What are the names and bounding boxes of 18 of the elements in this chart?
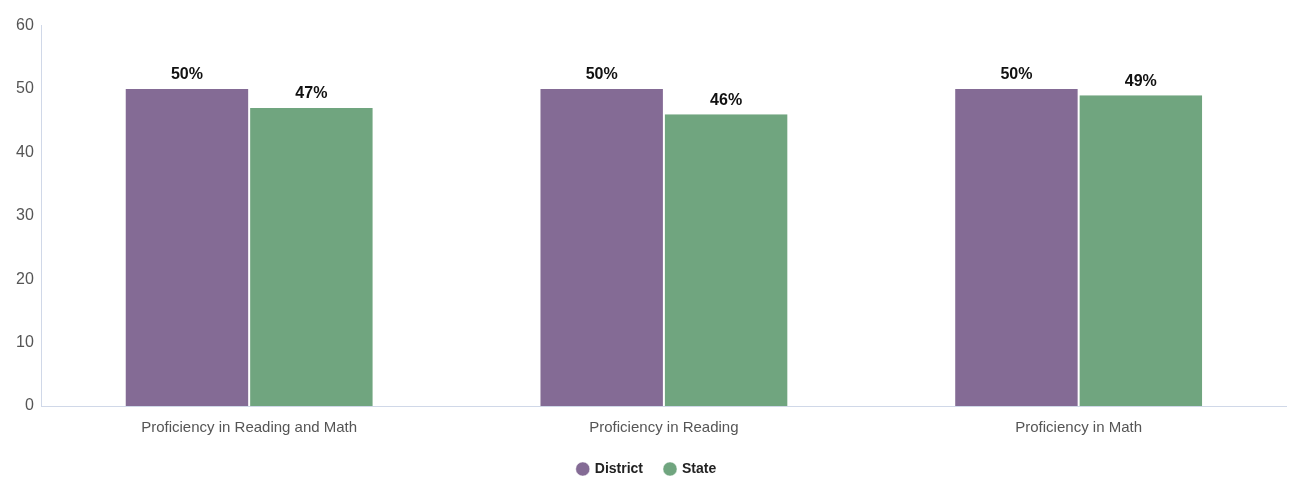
- legend-label: District: [594, 459, 644, 476]
- x-tick-label: Proficiency in Math: [1015, 418, 1142, 436]
- y-tick-label: 0: [24, 396, 34, 414]
- y-tick-label: 50: [16, 79, 34, 97]
- legend-label: State: [682, 459, 717, 476]
- data-label: 46%: [710, 90, 743, 108]
- x-tick-label: Proficiency in Reading: [589, 418, 739, 436]
- x-tick-label: Proficiency in Reading and Math: [141, 418, 358, 436]
- data-label: 50%: [170, 65, 203, 83]
- y-tick-label: 10: [16, 333, 34, 351]
- data-label: 47%: [295, 84, 328, 102]
- y-tick-label: 20: [16, 269, 34, 287]
- y-tick-label: 30: [16, 206, 34, 224]
- y-tick-label: 40: [16, 142, 34, 160]
- data-label: 50%: [585, 65, 618, 83]
- data-label: 50%: [1000, 65, 1033, 83]
- data-label: 49%: [1124, 71, 1157, 89]
- y-tick-label: 60: [16, 16, 34, 34]
